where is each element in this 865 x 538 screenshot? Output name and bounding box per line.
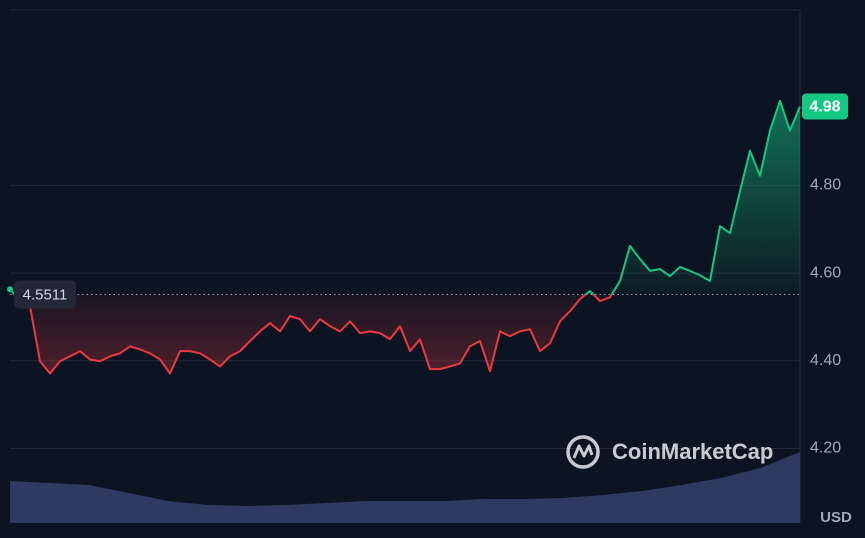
y-tick-label: 4.20	[810, 440, 841, 457]
price-line	[9, 99, 801, 375]
last-price-label: 4.98	[809, 99, 840, 116]
y-tick-label: 4.80	[810, 177, 841, 194]
watermark-logo-mark	[572, 444, 594, 459]
currency-label: USD	[820, 509, 852, 526]
watermark-text: CoinMarketCap	[612, 439, 773, 464]
volume-area	[10, 452, 800, 523]
baseline-badge	[14, 280, 76, 309]
watermark-logo	[566, 435, 600, 469]
baseline-label: 4.5511	[23, 286, 68, 303]
baseline-start-dot	[7, 286, 13, 293]
watermark: CoinMarketCap	[566, 435, 773, 469]
y-tick-label: 4.40	[810, 352, 841, 369]
y-tick-label: 4.60	[810, 264, 841, 281]
last-price-badge	[802, 93, 848, 120]
price-area	[10, 100, 800, 374]
